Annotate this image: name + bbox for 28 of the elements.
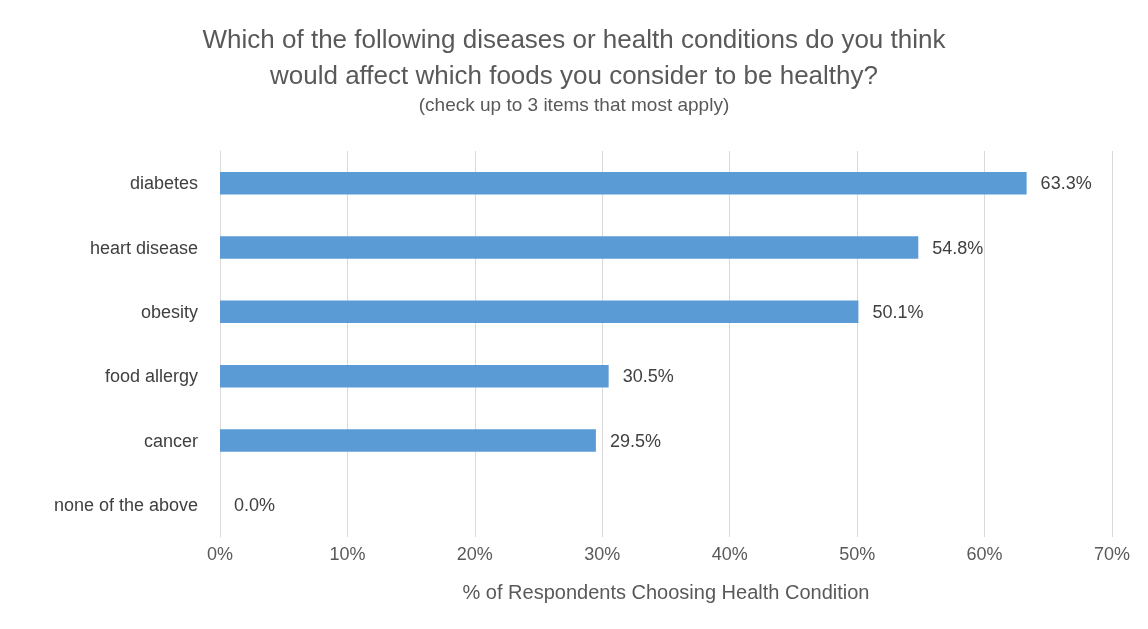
data-label: 0.0% [234, 494, 276, 515]
y-tick-label: cancer [143, 430, 198, 451]
y-tick-label: none of the above [53, 494, 198, 515]
x-tick-label: 10% [329, 544, 366, 564]
y-tick-label: diabetes [129, 173, 198, 194]
chart-subtitle: (check up to 3 items that most apply) [418, 94, 730, 115]
data-label: 54.8% [932, 237, 984, 258]
data-label: 50.1% [872, 301, 924, 322]
bar [220, 300, 859, 324]
x-tick-label: 30% [584, 544, 621, 564]
bar [220, 171, 1027, 195]
data-label: 63.3% [1040, 173, 1092, 194]
bar [220, 364, 609, 388]
x-axis-title: % of Respondents Choosing Health Condition [462, 581, 870, 603]
x-tick-label: 20% [456, 544, 493, 564]
data-label: 29.5% [609, 430, 661, 451]
data-label: 30.5% [622, 366, 674, 387]
x-tick-label: 60% [966, 544, 1003, 564]
bar [220, 236, 919, 259]
bar [220, 429, 596, 452]
x-tick-label: 50% [839, 544, 876, 564]
x-tick-label: 0% [206, 544, 234, 564]
x-tick-label: 70% [1093, 544, 1131, 564]
y-tick-label: obesity [140, 301, 198, 322]
y-tick-label: food allergy [104, 366, 198, 387]
chart-title: Which of the following diseases or health conditions do you think would affect which foods you consider to be healthy? [202, 24, 947, 90]
y-tick-label: heart disease [89, 237, 198, 258]
x-tick-label: 40% [711, 544, 748, 564]
